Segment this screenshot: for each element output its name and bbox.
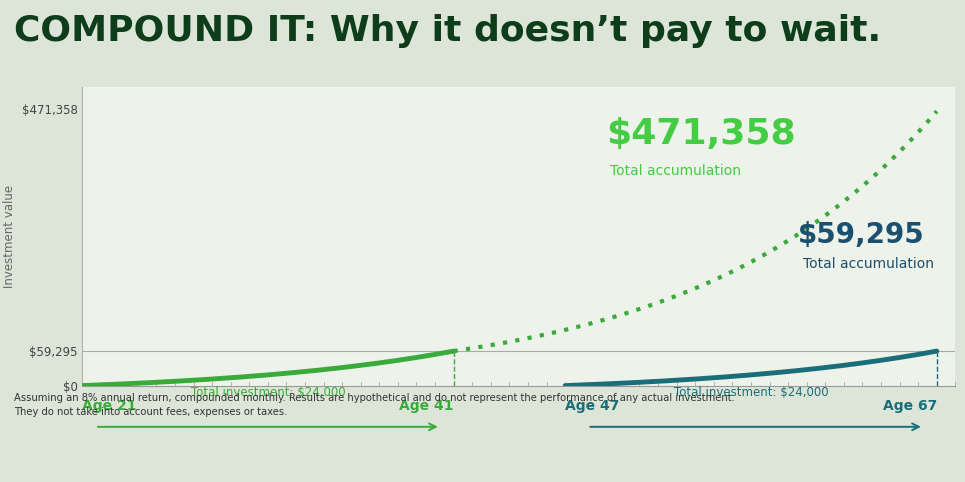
- Text: Assuming an 8% annual return, compounded monthly. Results are hypothetical and d: Assuming an 8% annual return, compounded…: [14, 393, 735, 417]
- Text: Total accumulation: Total accumulation: [803, 257, 933, 271]
- Text: Age 47: Age 47: [565, 399, 620, 413]
- Text: Total accumulation: Total accumulation: [611, 164, 741, 178]
- Text: $59,295: $59,295: [798, 221, 924, 249]
- Text: Total investment: $24,000: Total investment: $24,000: [190, 387, 345, 400]
- Y-axis label: Investment value: Investment value: [4, 185, 16, 288]
- Text: Age 67: Age 67: [883, 399, 937, 413]
- Text: $471,358: $471,358: [606, 117, 796, 151]
- Text: Total investment: $24,000: Total investment: $24,000: [674, 387, 828, 400]
- Text: COMPOUND IT: Why it doesn’t pay to wait.: COMPOUND IT: Why it doesn’t pay to wait.: [14, 14, 882, 49]
- Text: Age 21: Age 21: [82, 399, 136, 413]
- Text: Age 41: Age 41: [400, 399, 454, 413]
